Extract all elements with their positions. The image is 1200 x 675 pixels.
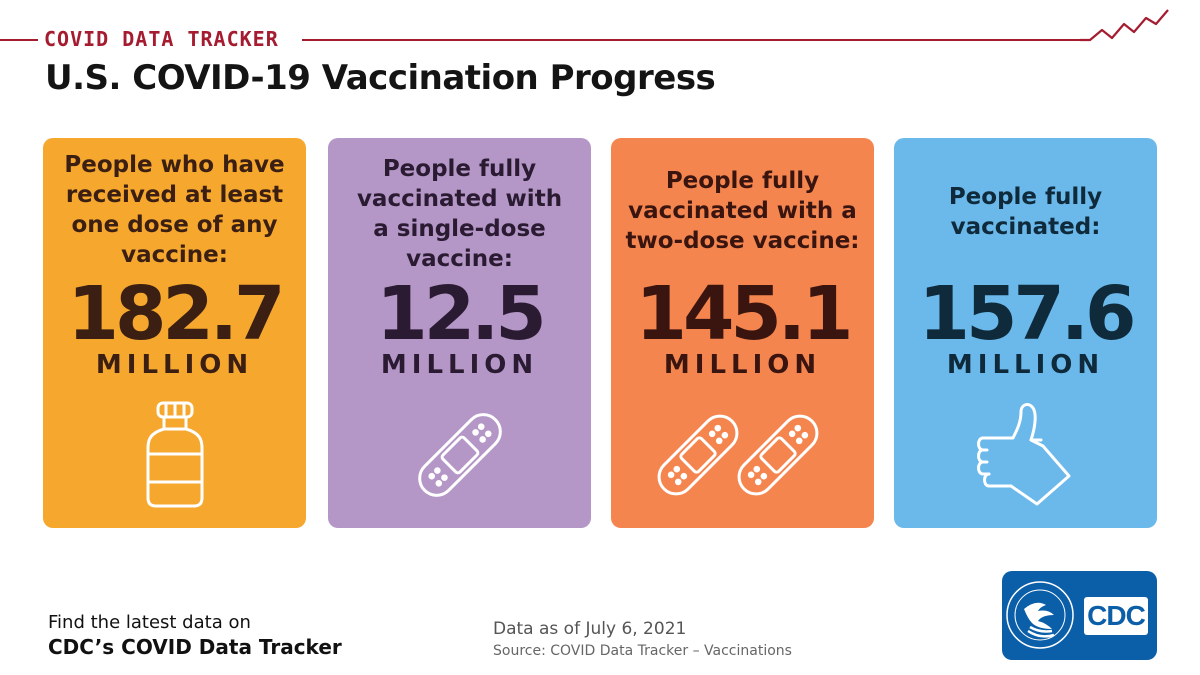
label-line: vaccine: (406, 246, 513, 272)
cdc-logo: CDC (1002, 571, 1157, 660)
card-unit: MILLION (946, 350, 1105, 380)
tracker-label: COVID DATA TRACKER (44, 27, 279, 51)
vaccine-vial-icon (43, 400, 306, 510)
card-single-dose: People fully vaccinated with a single-do… (328, 138, 591, 528)
label-line: vaccinated: (950, 214, 1101, 240)
label-line: vaccine: (121, 242, 228, 268)
data-source: Source: COVID Data Tracker – Vaccination… (493, 643, 792, 659)
card-two-dose: People fully vaccinated with a two-dose … (611, 138, 874, 528)
card-value: 182.7 (67, 271, 285, 357)
hhs-eagle-icon (1006, 581, 1148, 649)
label-line: People who have (64, 152, 285, 178)
card-label: People fully vaccinated: (906, 182, 1145, 242)
card-unit: MILLION (95, 350, 254, 380)
label-line: People fully (382, 156, 537, 182)
label-line: People fully (665, 168, 820, 194)
tracker-line-left (0, 39, 38, 41)
label-line: received at least (65, 182, 284, 208)
covid-data-tracker-link[interactable]: CDC’s COVID Data Tracker (48, 635, 342, 659)
page-title: U.S. COVID-19 Vaccination Progress (45, 58, 716, 98)
footer-link-block[interactable]: Find the latest data on CDC’s COVID Data… (48, 612, 342, 659)
card-value: 145.1 (635, 271, 853, 357)
label-line: vaccinated with a (628, 198, 857, 224)
data-date: Data as of July 6, 2021 (493, 619, 687, 639)
card-label: People fully vaccinated with a two-dose … (623, 166, 862, 256)
bandage-icon (328, 400, 591, 510)
card-label: People fully vaccinated with a single-do… (340, 154, 579, 274)
trend-line-icon (1080, 9, 1169, 42)
thumbs-up-icon (894, 400, 1157, 510)
card-unit: MILLION (380, 350, 539, 380)
two-bandages-icon (611, 400, 874, 510)
footer-link-intro: Find the latest data on (48, 612, 251, 633)
tracker-line-right (302, 39, 1084, 41)
card-fully-vaccinated: People fully vaccinated: 157.6 MILLION (894, 138, 1157, 528)
data-info: Data as of July 6, 2021 Source: COVID Da… (493, 619, 792, 659)
card-value: 12.5 (376, 271, 547, 357)
label-line: People fully (948, 184, 1103, 210)
card-unit: MILLION (663, 350, 822, 380)
label-line: vaccinated with (356, 186, 563, 212)
card-at-least-one-dose: People who have received at least one do… (43, 138, 306, 528)
tracker-bar: COVID DATA TRACKER (0, 9, 1200, 56)
label-line: two-dose vaccine: (625, 228, 860, 254)
label-line: one dose of any (71, 212, 278, 238)
cdc-logo-text: CDC (1087, 600, 1146, 631)
card-label: People who have received at least one do… (55, 150, 294, 270)
card-value: 157.6 (918, 271, 1136, 357)
label-line: a single-dose (373, 216, 546, 242)
